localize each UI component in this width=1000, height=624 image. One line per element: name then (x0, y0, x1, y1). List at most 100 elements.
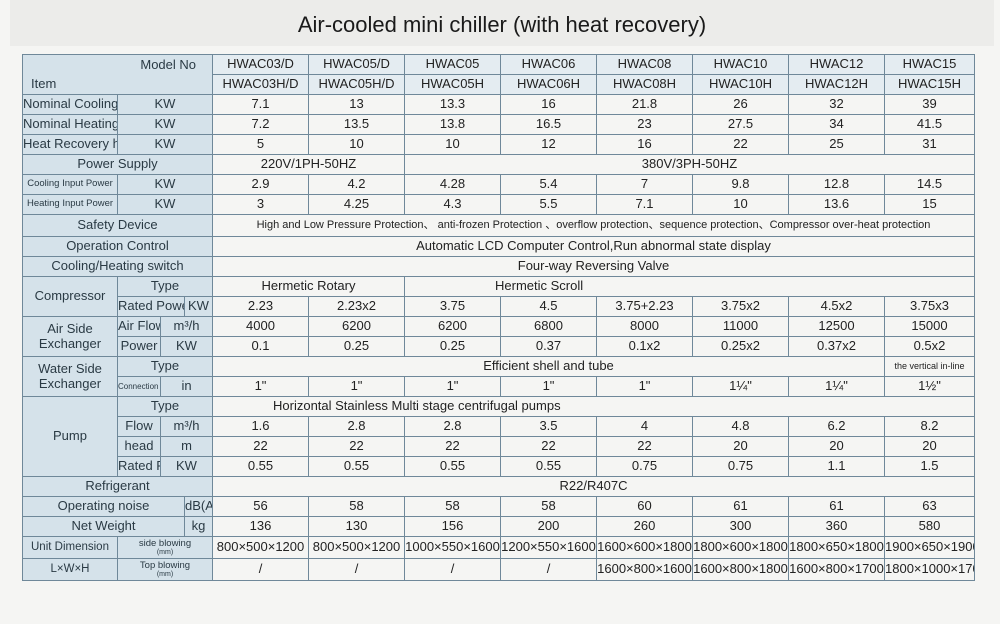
weight-row: Net Weight kg 136 130 156 200 260 300 36… (22, 516, 975, 537)
value-cell: 1" (596, 376, 693, 397)
top-blowing-text: Top blowing (139, 559, 191, 571)
pump-flow-row: Flow m³/h 1.6 2.8 2.8 3.5 4 4.8 6.2 8.2 (23, 416, 975, 437)
value-cell: 1½" (884, 376, 975, 397)
value-cell: 39 (884, 94, 975, 115)
value-cell: 1.1 (788, 456, 885, 477)
page-title: Air-cooled mini chiller (with heat recov… (297, 12, 707, 37)
item-label: Item (31, 76, 57, 91)
model-top: HWAC03/D (212, 54, 309, 75)
value-cell: 136 (212, 516, 309, 537)
refrigerant-row: Refrigerant R22/R407C (22, 476, 975, 497)
unit-cell: in (160, 376, 213, 397)
value-cell: 27.5 (692, 114, 789, 135)
value-cell: 21.8 (596, 94, 693, 115)
value-cell: 61 (788, 496, 885, 517)
pump-type-label: Type (117, 396, 213, 417)
switch-label: Cooling/Heating switch (22, 256, 213, 277)
value-cell: 16 (500, 94, 597, 115)
top-blowing-unit: (mm) (156, 570, 174, 578)
noise-row: Operating noise dB(A) 56 58 58 58 60 61 … (22, 496, 975, 517)
value-cell: 0.25 (404, 336, 501, 357)
dimension-top-row: L×W×H Top blowing (mm) / / / / 1600×800×… (22, 558, 975, 581)
dimension-side-row: Unit Dimension side blowing (mm) 800×500… (22, 536, 975, 559)
value-cell: 16.5 (500, 114, 597, 135)
value-cell: 0.55 (404, 456, 501, 477)
unit-cell: m (160, 436, 213, 457)
model-top: HWAC05 (404, 54, 501, 75)
pump-head-row: head m 22 22 22 22 22 20 20 20 (23, 436, 975, 457)
pump-head-label: head (117, 436, 161, 457)
value-cell: 1.5 (884, 456, 975, 477)
model-bottom: HWAC10H (692, 74, 789, 95)
nominal-heating-row: Nominal Heating Capacity KW 7.2 13.5 13.… (22, 114, 975, 135)
value-cell: 60 (596, 496, 693, 517)
value-cell: 360 (788, 516, 885, 537)
value-cell: 1" (212, 376, 309, 397)
dimension-cell: 1600×600×1800 (596, 536, 693, 559)
value-cell: Hermetic Rotary (212, 276, 405, 297)
spec-table: Model No Item HWAC03/D HWAC05/D HWAC05 H… (22, 54, 975, 581)
dimension-label-top: Unit Dimension (22, 536, 118, 559)
value-cell: 12500 (788, 316, 885, 337)
unit-cell: m³/h (160, 416, 213, 437)
model-bottom: HWAC03H/D (212, 74, 309, 95)
value-cell: 13.8 (404, 114, 501, 135)
value-cell: 26 (692, 94, 789, 115)
water-type-last: the vertical in-line (884, 356, 975, 377)
dimension-cell: 800×500×1200 (212, 536, 309, 559)
value-cell: 5.4 (500, 174, 597, 195)
dimension-cell: 1800×600×1800 (692, 536, 789, 559)
value-cell: 58 (404, 496, 501, 517)
value-cell: 4 (596, 416, 693, 437)
value-cell: Hermetic Scroll (404, 276, 975, 297)
model-bottom: HWAC15H (884, 74, 975, 95)
unit-cell: KW (117, 134, 213, 155)
unit-cell: kg (184, 516, 213, 537)
value-cell: 10 (404, 134, 501, 155)
water-type-label: Type (117, 356, 213, 377)
value-cell: 5.5 (500, 194, 597, 215)
unit-cell: KW (184, 296, 213, 317)
nominal-cooling-row: Nominal Cooling Capacity KW 7.1 13 13.3 … (22, 94, 975, 115)
heating-input-label: Heating Input Power (22, 194, 118, 215)
title-bar: Air-cooled mini chiller (with heat recov… (10, 0, 994, 46)
value-cell: 12.8 (788, 174, 885, 195)
value-cell: 15000 (884, 316, 975, 337)
value-cell: 6.2 (788, 416, 885, 437)
model-top: HWAC06 (500, 54, 597, 75)
value-cell: 4.8 (692, 416, 789, 437)
value-cell: 1" (404, 376, 501, 397)
value-cell: 6200 (308, 316, 405, 337)
cooling-input-row: Cooling Input Power KW 2.9 4.2 4.28 5.4 … (22, 174, 975, 195)
dimension-cell: 1900×650×1900 (884, 536, 975, 559)
value-cell: 2.8 (404, 416, 501, 437)
operation-control-value: Automatic LCD Computer Control,Run abnor… (212, 236, 975, 257)
value-cell: 2.8 (308, 416, 405, 437)
header-row-top: Model No Item HWAC03/D HWAC05/D HWAC05 H… (22, 54, 975, 95)
value-cell: 58 (500, 496, 597, 517)
model-no-label: Model No (140, 57, 196, 72)
power-supply-label: Power Supply (22, 154, 213, 175)
dimension-cell: 800×500×1200 (308, 536, 405, 559)
water-type-value: Efficient shell and tube (212, 356, 885, 377)
safety-device-row: Safety Device High and Low Pressure Prot… (22, 214, 975, 237)
value-cell: 1" (500, 376, 597, 397)
value-cell: 1" (308, 376, 405, 397)
value-cell: 3.5 (500, 416, 597, 437)
value-cell: 14.5 (884, 174, 975, 195)
header-row-bottom: HWAC03H/D HWAC05H/D HWAC05H HWAC06H HWAC… (23, 74, 975, 95)
power-supply-row: Power Supply 220V/1PH-50HZ 380V/3PH-50HZ (22, 154, 975, 175)
model-bottom: HWAC06H (500, 74, 597, 95)
switch-value: Four-way Reversing Valve (212, 256, 975, 277)
unit-cell: KW (117, 174, 213, 195)
value-cell: 56 (212, 496, 309, 517)
value-cell: 3.75x2 (692, 296, 789, 317)
value-cell: 0.75 (692, 456, 789, 477)
compressor-power-row: Rated Power KW 2.23 2.23x2 3.75 4.5 3.75… (23, 296, 975, 317)
dimension-cell: / (500, 558, 597, 581)
value-cell: 34 (788, 114, 885, 135)
side-blowing-text: side blowing (138, 537, 192, 549)
nominal-heating-label: Nominal Heating Capacity (22, 114, 118, 135)
refrigerant-label: Refrigerant (22, 476, 213, 497)
value-cell: 58 (308, 496, 405, 517)
